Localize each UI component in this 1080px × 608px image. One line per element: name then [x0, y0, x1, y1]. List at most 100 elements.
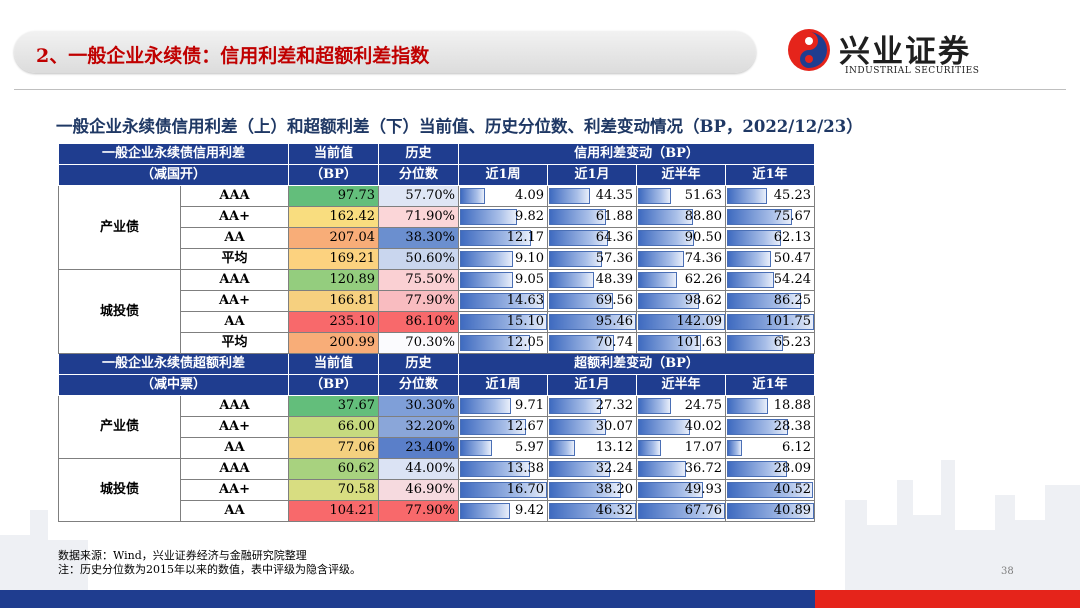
change-cell: 40.02 [636, 416, 726, 438]
percentile-cell: 30.30% [378, 395, 459, 417]
data-bar [460, 314, 547, 330]
change-value: 62.13 [773, 230, 811, 245]
header-col-1: （BP） [288, 164, 379, 186]
change-value: 45.23 [773, 188, 811, 203]
change-cell: 28.09 [725, 458, 815, 480]
rating-cell: AAA [180, 185, 289, 207]
header-history: 历史 [378, 143, 459, 165]
change-cell: 36.72 [636, 458, 726, 480]
change-cell: 67.76 [636, 500, 726, 522]
rating-cell: AAA [180, 458, 289, 480]
percentile-cell: 77.90% [378, 500, 459, 522]
percentile-cell: 71.90% [378, 206, 459, 228]
data-bar [460, 230, 531, 246]
table-row: 城投债 AAA 60.62 44.00% 13.38 32.24 36.72 28.09 [58, 458, 815, 522]
table-subtitle: 一般企业永续债信用利差（上）和超额利差（下）当前值、历史分位数、利差变动情况（B… [56, 117, 863, 136]
change-value: 9.42 [515, 503, 544, 518]
change-value: 12.05 [506, 335, 544, 350]
table-row: AA+ 66.00 32.20% 12.67 30.07 40.02 28.38 [59, 416, 815, 438]
rating-cell: AA [180, 311, 289, 333]
data-bar [638, 440, 662, 456]
data-bar [638, 230, 695, 246]
change-value: 65.23 [773, 335, 811, 350]
change-value: 13.38 [506, 461, 544, 476]
change-value: 12.17 [506, 230, 544, 245]
header-col-2: 分位数 [378, 164, 459, 186]
data-bar [460, 251, 514, 267]
header-history: 历史 [378, 353, 459, 375]
change-value: 24.75 [684, 398, 722, 413]
current-value-cell: 97.73 [288, 185, 379, 207]
current-value-cell: 200.99 [288, 332, 379, 354]
data-bar [460, 209, 518, 225]
change-value: 36.72 [684, 461, 722, 476]
change-cell: 12.17 [458, 227, 548, 249]
change-cell: 5.97 [458, 437, 548, 459]
change-cell: 70.74 [547, 332, 637, 354]
change-cell: 90.50 [636, 227, 726, 249]
change-value: 95.46 [595, 314, 633, 329]
percentile-cell: 86.10% [378, 311, 459, 333]
data-bar [727, 293, 802, 309]
change-cell: 27.32 [547, 395, 637, 417]
current-value-cell: 37.67 [288, 395, 379, 417]
change-cell: 40.89 [725, 500, 815, 522]
change-cell: 45.23 [725, 185, 815, 207]
change-value: 86.25 [773, 293, 811, 308]
change-cell: 13.38 [458, 458, 548, 480]
data-bar [727, 419, 788, 435]
change-cell: 38.20 [547, 479, 637, 501]
current-value-cell: 207.04 [288, 227, 379, 249]
change-value: 61.88 [595, 209, 633, 224]
change-cell: 101.75 [725, 311, 815, 333]
header-col-3: 近1周 [458, 374, 548, 396]
change-value: 17.07 [684, 440, 722, 455]
change-cell: 65.23 [725, 332, 815, 354]
rating-cell: AA+ [180, 206, 289, 228]
data-bar [549, 461, 611, 477]
change-cell: 69.56 [547, 290, 637, 312]
page-number: 38 [1001, 566, 1014, 577]
change-cell: 98.62 [636, 290, 726, 312]
section-title: 2、一般企业永续债：信用利差和超额利差指数 [36, 45, 430, 67]
change-value: 28.38 [773, 419, 811, 434]
data-bar [460, 335, 530, 351]
data-bar [638, 293, 699, 309]
percentile-cell: 23.40% [378, 437, 459, 459]
change-value: 48.39 [595, 272, 633, 287]
data-bar [727, 398, 769, 414]
change-cell: 50.47 [725, 248, 815, 270]
data-bar [549, 419, 607, 435]
data-bar [727, 230, 781, 246]
change-value: 69.56 [595, 293, 633, 308]
change-value: 54.24 [773, 272, 811, 287]
change-value: 40.52 [773, 482, 811, 497]
change-value: 142.09 [676, 314, 723, 329]
current-value-cell: 120.89 [288, 269, 379, 291]
data-bar [727, 209, 793, 225]
change-cell: 4.09 [458, 185, 548, 207]
change-value: 12.67 [506, 419, 544, 434]
current-value-cell: 70.58 [288, 479, 379, 501]
data-bar [549, 272, 595, 288]
rating-cell: AAA [180, 269, 289, 291]
current-value-cell: 77.06 [288, 437, 379, 459]
data-bar [460, 482, 547, 498]
current-value-cell: 166.81 [288, 290, 379, 312]
change-cell: 28.38 [725, 416, 815, 438]
data-bar [460, 503, 510, 519]
percentile-cell: 38.30% [378, 227, 459, 249]
change-cell: 24.75 [636, 395, 726, 417]
table-row: AA+ 70.58 46.90% 16.70 38.20 49.93 40.52 [59, 479, 815, 501]
change-cell: 15.10 [458, 311, 548, 333]
percentile-cell: 57.70% [378, 185, 459, 207]
header-col-6: 近1年 [725, 374, 815, 396]
logo-english-text: INDUSTRIAL SECURITIES [845, 66, 980, 76]
logo-chinese-text: 兴业证券 [839, 34, 971, 70]
data-bar [549, 251, 603, 267]
table-row: 产业债 AAA 97.73 57.70% 4.09 44.35 51.63 45.23 [58, 185, 815, 270]
source-notes: 数据来源：Wind，兴业证券经济与金融研究院整理 注：历史分位数为2015年以来… [58, 549, 361, 577]
data-bar [549, 188, 591, 204]
data-bar [460, 188, 486, 204]
change-value: 46.32 [595, 503, 633, 518]
